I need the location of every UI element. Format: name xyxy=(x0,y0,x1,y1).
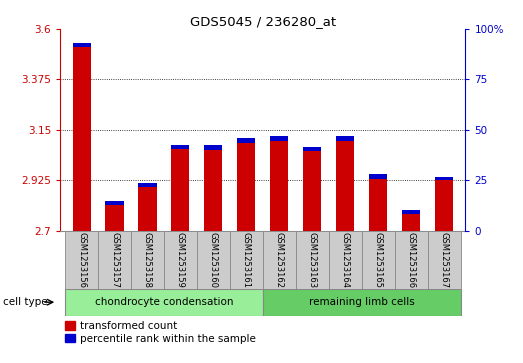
Text: chondrocyte condensation: chondrocyte condensation xyxy=(95,297,233,307)
Bar xyxy=(106,205,123,231)
Text: GSM1253159: GSM1253159 xyxy=(176,232,185,288)
Bar xyxy=(164,231,197,289)
Bar xyxy=(270,141,288,231)
Bar xyxy=(270,136,288,141)
Bar xyxy=(197,231,230,289)
Text: GSM1253162: GSM1253162 xyxy=(275,232,284,288)
Bar xyxy=(73,47,90,231)
Text: remaining limb cells: remaining limb cells xyxy=(309,297,415,307)
Text: GSM1253156: GSM1253156 xyxy=(77,232,86,288)
Bar xyxy=(131,231,164,289)
Bar xyxy=(336,141,354,231)
Bar xyxy=(435,177,453,180)
Bar xyxy=(139,183,156,187)
Bar xyxy=(237,138,255,143)
Text: cell type: cell type xyxy=(3,297,47,307)
Bar xyxy=(369,179,387,231)
Legend: transformed count, percentile rank within the sample: transformed count, percentile rank withi… xyxy=(65,321,256,344)
Bar xyxy=(172,149,189,231)
Bar xyxy=(395,231,428,289)
Text: GSM1253163: GSM1253163 xyxy=(308,232,317,288)
Bar xyxy=(402,214,420,231)
Text: GSM1253157: GSM1253157 xyxy=(110,232,119,288)
Bar xyxy=(237,143,255,231)
Bar xyxy=(402,211,420,214)
Bar xyxy=(204,150,222,231)
Text: GSM1253158: GSM1253158 xyxy=(143,232,152,288)
Text: GSM1253167: GSM1253167 xyxy=(439,232,449,288)
Bar xyxy=(329,231,362,289)
Bar xyxy=(296,231,329,289)
Bar xyxy=(435,180,453,231)
Bar xyxy=(172,145,189,149)
Bar xyxy=(139,187,156,231)
Bar xyxy=(263,289,461,316)
Text: GSM1253161: GSM1253161 xyxy=(242,232,251,288)
Bar xyxy=(303,147,321,151)
Text: GSM1253164: GSM1253164 xyxy=(340,232,350,288)
Bar xyxy=(263,231,296,289)
Bar xyxy=(98,231,131,289)
Bar xyxy=(369,174,387,179)
Text: GSM1253166: GSM1253166 xyxy=(406,232,416,288)
Title: GDS5045 / 236280_at: GDS5045 / 236280_at xyxy=(190,15,336,28)
Bar xyxy=(336,136,354,141)
Bar xyxy=(362,231,395,289)
Bar xyxy=(204,145,222,150)
Bar xyxy=(230,231,263,289)
Bar xyxy=(73,43,90,47)
Bar xyxy=(65,289,263,316)
Bar xyxy=(303,151,321,231)
Bar xyxy=(106,201,123,205)
Text: GSM1253160: GSM1253160 xyxy=(209,232,218,288)
Bar xyxy=(428,231,461,289)
Text: GSM1253165: GSM1253165 xyxy=(373,232,383,288)
Bar xyxy=(65,231,98,289)
